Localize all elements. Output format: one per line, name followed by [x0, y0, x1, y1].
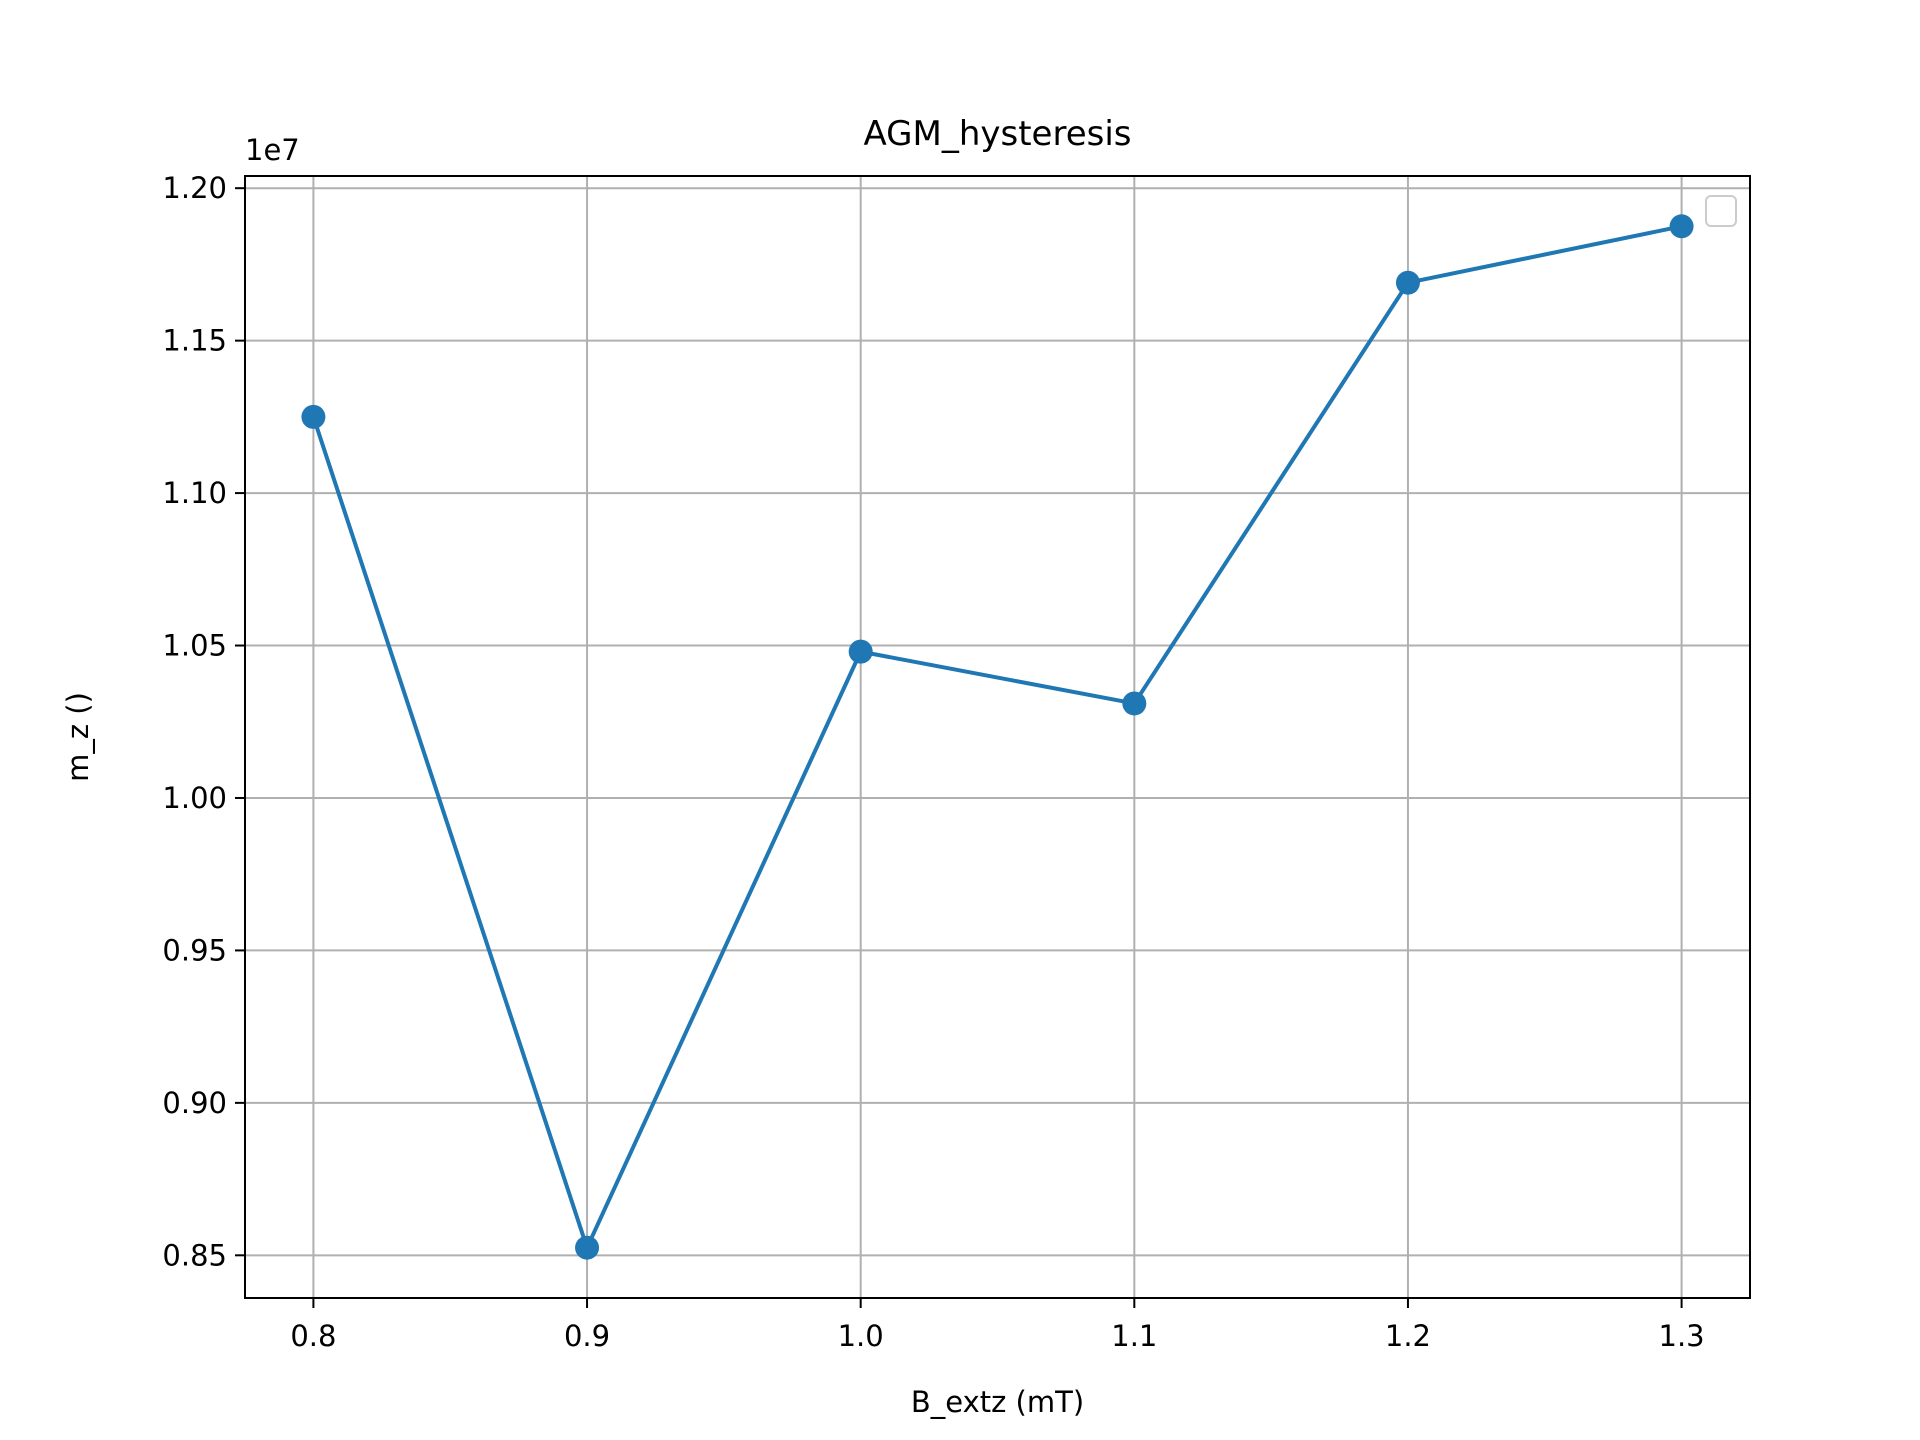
- y-axis-label: m_z (): [61, 692, 95, 782]
- chart-title: AGM_hysteresis: [864, 114, 1132, 154]
- data-point: [575, 1235, 600, 1260]
- data-point: [301, 404, 326, 429]
- data-point: [1669, 214, 1694, 239]
- x-tick-label: 0.9: [564, 1319, 610, 1353]
- data-point: [848, 639, 873, 664]
- y-tick-label: 0.85: [162, 1238, 227, 1272]
- grid: [245, 176, 1750, 1298]
- y-offset-label: 1e7: [245, 133, 300, 167]
- series-line: [311, 224, 1682, 1250]
- legend-box: [1705, 195, 1737, 227]
- series-layer: [301, 214, 1694, 1260]
- x-tick-label: 1.0: [838, 1319, 884, 1353]
- x-tick-label: 0.8: [290, 1319, 336, 1353]
- data-point: [1395, 270, 1420, 295]
- y-tick-label: 0.95: [162, 933, 227, 967]
- y-tick-label: 1.10: [162, 476, 227, 510]
- y-tick-label: 1.05: [162, 629, 227, 663]
- y-tick-label: 0.90: [162, 1086, 227, 1120]
- data-point: [1122, 691, 1147, 716]
- x-tick-label: 1.2: [1385, 1319, 1431, 1353]
- y-tick-label: 1.00: [162, 781, 227, 815]
- y-tick-label: 1.20: [162, 171, 227, 205]
- x-axis-label: B_extz (mT): [911, 1385, 1084, 1419]
- ticks: 0.8 0.9 1.0 1.1 1.2 1.3 0.85 0.90 0.95 1.00 1.05 1.…: [162, 171, 1704, 1353]
- axes-frame: [244, 175, 1751, 1299]
- y-tick-label: 1.15: [162, 324, 227, 358]
- x-tick-label: 1.3: [1659, 1319, 1705, 1353]
- x-tick-label: 1.1: [1111, 1319, 1157, 1353]
